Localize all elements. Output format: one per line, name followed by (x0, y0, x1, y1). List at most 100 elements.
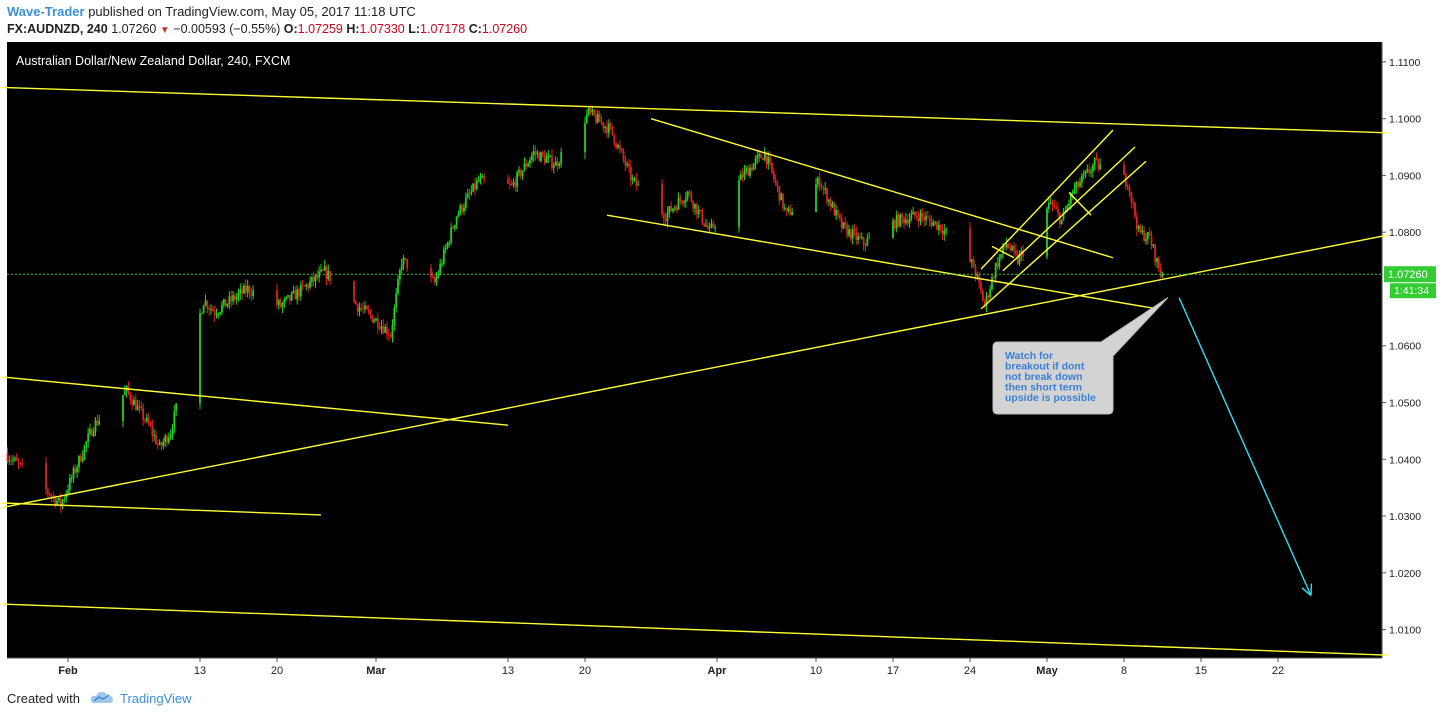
candle-body (12, 459, 14, 461)
footer: Created with TradingView (0, 682, 1440, 715)
candle-body (1018, 254, 1021, 264)
candle-body (934, 221, 937, 223)
candle-body (585, 114, 588, 123)
candle-body (860, 237, 863, 239)
candle-body (175, 403, 178, 412)
candle-body (316, 275, 319, 278)
candle-body (389, 335, 392, 337)
candle-body (613, 134, 616, 144)
candle-body (276, 290, 278, 305)
candle-body (921, 212, 924, 217)
y-tick-label: 1.0400 (1389, 454, 1421, 466)
candle-body (1068, 203, 1070, 206)
candle-body (386, 326, 388, 335)
chart-plot-area[interactable] (7, 42, 1382, 658)
candle-body (10, 460, 13, 462)
last-price: 1.07260 (111, 22, 157, 36)
candle-body (626, 163, 629, 166)
candle-body (772, 172, 775, 180)
candle-body (771, 162, 773, 173)
candle-body (1000, 254, 1003, 258)
price-axis[interactable] (1382, 42, 1440, 658)
candle-body (90, 428, 93, 436)
candle-body (56, 500, 58, 505)
candle-body (133, 399, 135, 406)
candle-body (551, 155, 553, 168)
created-with: Created with TradingView (7, 690, 192, 707)
candle-body (397, 279, 399, 294)
time-axis[interactable] (7, 658, 1382, 682)
candle-body (765, 151, 768, 165)
candle-body (430, 268, 432, 277)
candle-body (287, 295, 289, 298)
candle-body (464, 197, 467, 208)
candle-body (666, 212, 669, 222)
price-chart[interactable]: 1.1100 1.1000 1.0900 1.0800 1.0600 1.0500 1.04… (0, 42, 1440, 682)
candle-body (1157, 258, 1160, 269)
candle-body (683, 201, 685, 203)
candle-body (926, 216, 929, 218)
callout-text: Watch for breakout if dont not break down t… (1005, 350, 1096, 404)
candle-body (838, 214, 841, 219)
candle-body (360, 307, 363, 309)
callout-line: breakout if dont (1005, 361, 1085, 373)
candle-body (991, 277, 993, 290)
candle-body (1080, 175, 1083, 183)
flag-cross-1 (991, 245, 1015, 259)
candle-body (354, 301, 357, 305)
candle-body (686, 191, 689, 199)
candle-body (303, 285, 306, 287)
candle-body (468, 193, 471, 195)
tradingview-link[interactable]: TradingView (119, 691, 192, 706)
candle-body (1066, 205, 1069, 211)
candle-body (1049, 202, 1052, 204)
candle-body (833, 203, 836, 216)
price-tags: 1.07260 1:41:34 (1384, 266, 1436, 299)
candle-body (72, 468, 75, 479)
candle-body (1005, 244, 1008, 248)
candle-body (525, 163, 528, 167)
candle-body (523, 163, 526, 171)
x-tick-label: 13 (502, 665, 514, 677)
candle-body (164, 436, 167, 442)
candle-body (1079, 182, 1081, 187)
candle-body (19, 462, 22, 464)
candle-body (510, 183, 513, 185)
candle-body (1126, 185, 1129, 188)
candle-body (530, 155, 533, 161)
candle-body (393, 307, 396, 326)
candle-body (917, 217, 920, 222)
candle-body (455, 216, 458, 226)
candle-body (309, 281, 311, 288)
annotation-callout[interactable]: Watch for breakout if dont not break down t… (992, 297, 1169, 415)
candle-body (448, 242, 451, 244)
candle-body (514, 182, 517, 188)
candle-body (774, 179, 777, 183)
candle-body (89, 428, 91, 434)
callout-box (992, 297, 1169, 415)
candle-body (1123, 164, 1125, 175)
y-tick-label: 1.0600 (1389, 341, 1421, 353)
y-tick-label: 1.0900 (1389, 170, 1421, 182)
candle-body (83, 445, 86, 457)
candle-body (1073, 188, 1076, 194)
price-tag (1384, 266, 1436, 283)
candle-body (820, 186, 823, 188)
candle-body (1093, 158, 1096, 166)
candle-body (778, 186, 781, 201)
candle-body (827, 199, 830, 202)
candle-body (706, 225, 709, 229)
y-tick-label: 1.0300 (1389, 511, 1421, 523)
candle-body (1055, 207, 1058, 210)
candle-body (1009, 247, 1012, 251)
candle-body (662, 213, 665, 220)
candle-body (584, 122, 586, 153)
candle-body (1150, 235, 1153, 246)
publisher-link[interactable]: Wave-Trader (7, 4, 85, 19)
candle-body (50, 495, 53, 497)
published-text: published on TradingView.com, May 05, 20… (88, 4, 416, 19)
candle-body (136, 405, 139, 411)
candle-body (994, 263, 997, 278)
candle-body (624, 159, 627, 166)
candle-body (1088, 169, 1091, 173)
